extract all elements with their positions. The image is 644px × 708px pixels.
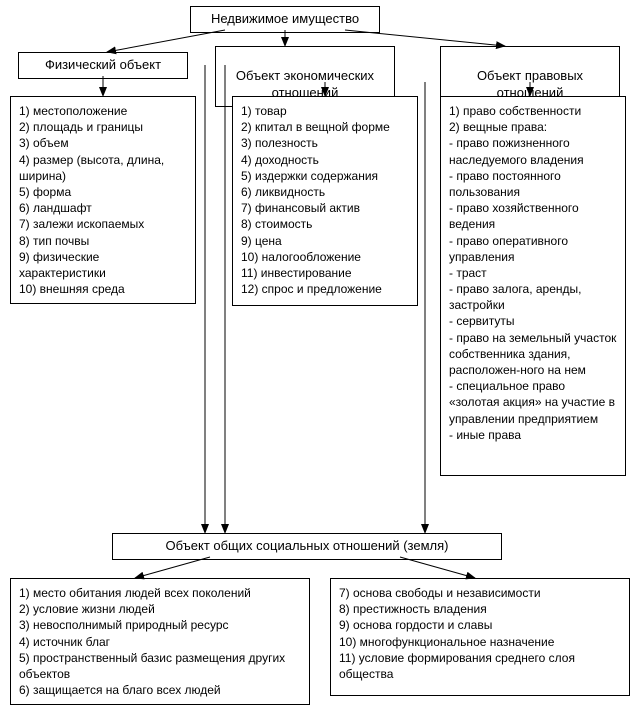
list-item: 6) защищается на благо всех людей: [19, 682, 301, 698]
list-item: 6) ликвидность: [241, 184, 409, 200]
list-item: - право залога, аренды, застройки: [449, 281, 617, 313]
list-item: 5) форма: [19, 184, 187, 200]
physical-header-label: Физический объект: [45, 57, 161, 72]
list-item: 10) налогообложение: [241, 249, 409, 265]
list-item: - право пожизненного наследуемого владен…: [449, 135, 617, 167]
list-item: 2) условие жизни людей: [19, 601, 301, 617]
list-item: 3) полезность: [241, 135, 409, 151]
list-item: 7) финансовый актив: [241, 200, 409, 216]
list-item: 11) инвестирование: [241, 265, 409, 281]
list-item: 12) спрос и предложение: [241, 281, 409, 297]
social-header-label: Объект общих социальных отношений (земля…: [166, 538, 449, 553]
list-item: 5) издержки содержания: [241, 168, 409, 184]
list-item: 3) объем: [19, 135, 187, 151]
list-item: 10) внешняя среда: [19, 281, 187, 297]
list-item: 8) тип почвы: [19, 233, 187, 249]
list-item: 2) вещные права:: [449, 119, 617, 135]
legal-list: 1) право собственности2) вещные права:- …: [440, 96, 626, 476]
list-item: 4) источник благ: [19, 634, 301, 650]
list-item: 4) доходность: [241, 152, 409, 168]
list-item: 2) площадь и границы: [19, 119, 187, 135]
list-item: 1) местоположение: [19, 103, 187, 119]
list-item: 9) физические характеристики: [19, 249, 187, 281]
list-item: 10) многофункциональное назначение: [339, 634, 621, 650]
list-item: 4) размер (высота, длина, ширина): [19, 152, 187, 184]
list-item: - специальное право «золотая акция» на у…: [449, 378, 617, 427]
legal-header-label: Объект правовых отношений: [477, 68, 583, 100]
list-item: - право постоянного пользования: [449, 168, 617, 200]
list-item: - траст: [449, 265, 617, 281]
list-item: - право хозяйственного ведения: [449, 200, 617, 232]
list-item: 9) цена: [241, 233, 409, 249]
list-item: - право на земельный участок собственник…: [449, 330, 617, 379]
list-item: 1) место обитания людей всех поколений: [19, 585, 301, 601]
list-item: - иные права: [449, 427, 617, 443]
list-item: 11) условие формирования среднего слоя о…: [339, 650, 621, 682]
physical-list: 1) местоположение2) площадь и границы3) …: [10, 96, 196, 304]
list-item: 8) престижность владения: [339, 601, 621, 617]
social-list-right: 7) основа свободы и независимости8) прес…: [330, 578, 630, 696]
list-item: - сервитуты: [449, 313, 617, 329]
list-item: 7) основа свободы и независимости: [339, 585, 621, 601]
root-label: Недвижимое имущество: [211, 11, 359, 26]
root-box: Недвижимое имущество: [190, 6, 380, 33]
list-item: 2) кпитал в вещной форме: [241, 119, 409, 135]
list-item: - право оперативного управления: [449, 233, 617, 265]
list-item: 7) залежи ископаемых: [19, 216, 187, 232]
list-item: 6) ландшафт: [19, 200, 187, 216]
list-item: 9) основа гордости и славы: [339, 617, 621, 633]
social-list-left: 1) место обитания людей всех поколений2)…: [10, 578, 310, 705]
economic-header-label: Объект экономических отношений: [236, 68, 374, 100]
social-header: Объект общих социальных отношений (земля…: [112, 533, 502, 560]
economic-list: 1) товар2) кпитал в вещной форме3) полез…: [232, 96, 418, 306]
list-item: 5) пространственный базис размещения дру…: [19, 650, 301, 682]
list-item: 1) товар: [241, 103, 409, 119]
list-item: 1) право собственности: [449, 103, 617, 119]
list-item: 3) невосполнимый природный ресурс: [19, 617, 301, 633]
physical-header: Физический объект: [18, 52, 188, 79]
list-item: 8) стоимость: [241, 216, 409, 232]
